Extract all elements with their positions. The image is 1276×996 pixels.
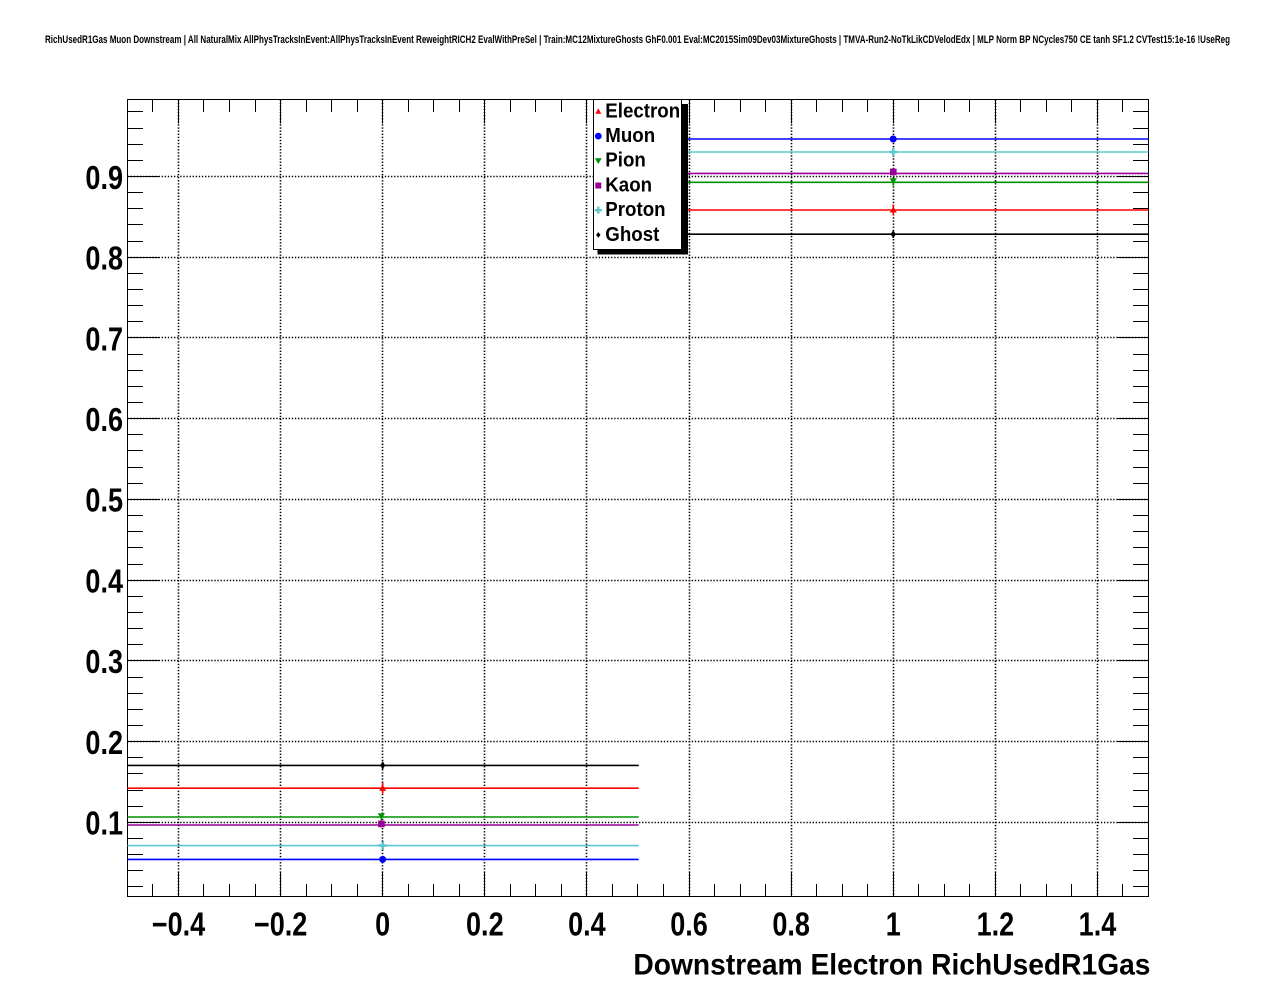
svg-text:0.9: 0.9 [85,160,123,196]
svg-text:−0.4: −0.4 [152,907,206,943]
svg-text:0.8: 0.8 [772,907,810,943]
svg-text:Electron: Electron [605,100,680,123]
svg-text:0.8: 0.8 [85,241,123,277]
svg-text:0.5: 0.5 [85,483,123,519]
svg-text:Proton: Proton [605,199,665,222]
svg-text:1.2: 1.2 [977,907,1015,943]
svg-text:Muon: Muon [605,124,655,147]
svg-text:Kaon: Kaon [605,174,652,197]
svg-text:0.6: 0.6 [670,907,708,943]
svg-text:0.6: 0.6 [85,403,123,439]
svg-text:0.1: 0.1 [85,806,123,842]
svg-text:Downstream Electron RichUsedR1: Downstream Electron RichUsedR1Gas [633,949,1150,982]
svg-text:0.2: 0.2 [85,725,123,761]
svg-text:1.4: 1.4 [1079,907,1117,943]
svg-text:RichUsedR1Gas Muon Downstream: RichUsedR1Gas Muon Downstream | All Natu… [45,34,1230,47]
svg-text:0.4: 0.4 [568,907,606,943]
svg-text:0.3: 0.3 [85,645,123,681]
svg-text:−0.2: −0.2 [254,907,307,943]
svg-text:1: 1 [886,907,901,943]
svg-text:0: 0 [375,907,390,943]
svg-text:0.2: 0.2 [466,907,504,943]
svg-text:0.4: 0.4 [85,564,123,600]
svg-text:0.7: 0.7 [85,322,123,358]
svg-text:Ghost: Ghost [605,223,660,246]
svg-text:Pion: Pion [605,149,646,172]
